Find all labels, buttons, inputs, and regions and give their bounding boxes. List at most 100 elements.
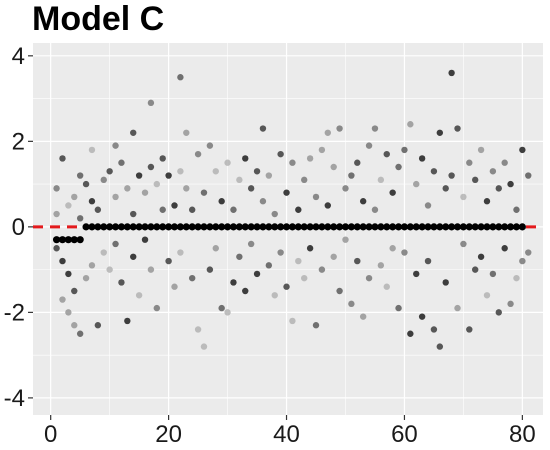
data-point <box>124 185 131 192</box>
data-point <box>424 202 432 209</box>
data-point <box>377 262 385 269</box>
data-point <box>471 176 479 184</box>
estimate-point <box>353 223 361 231</box>
data-point <box>59 296 66 303</box>
data-point <box>171 202 178 209</box>
data-point <box>495 185 502 192</box>
data-point <box>53 245 60 252</box>
data-point <box>365 274 373 282</box>
estimate-point <box>277 223 285 231</box>
estimate-point <box>377 223 385 231</box>
data-point <box>477 253 485 260</box>
data-point <box>354 159 361 166</box>
data-point <box>118 159 125 166</box>
data-point <box>289 317 296 325</box>
data-point <box>71 287 78 295</box>
estimate-point <box>206 223 214 231</box>
data-point <box>383 283 390 290</box>
estimate-point <box>170 223 179 231</box>
estimate-point <box>477 223 485 231</box>
data-point <box>88 146 96 154</box>
data-point <box>348 172 355 179</box>
estimate-point <box>412 223 420 231</box>
estimate-point <box>94 223 102 231</box>
data-point <box>489 168 497 175</box>
data-point <box>336 287 343 295</box>
data-point <box>82 180 90 188</box>
data-point <box>147 266 155 273</box>
estimate-point <box>341 223 350 231</box>
data-point <box>230 279 237 286</box>
estimate-point <box>117 223 126 231</box>
data-point <box>247 240 255 248</box>
data-point <box>454 125 461 132</box>
estimate-point <box>58 236 67 244</box>
data-point <box>218 198 225 205</box>
data-point <box>407 121 414 128</box>
estimate-point <box>518 223 526 231</box>
estimate-point <box>359 223 367 231</box>
estimate-point <box>501 223 509 231</box>
data-point <box>395 163 402 171</box>
y-tick-label: 2 <box>12 128 25 155</box>
data-point <box>200 343 208 350</box>
data-point <box>159 155 166 162</box>
y-tick-label: 0 <box>12 214 25 241</box>
estimate-point <box>188 223 196 231</box>
estimate-point <box>76 236 84 244</box>
data-point <box>448 69 455 77</box>
estimate-point <box>418 223 426 231</box>
estimate-point <box>218 223 226 231</box>
data-point <box>371 206 379 213</box>
data-point <box>118 279 125 286</box>
data-point <box>442 185 449 192</box>
estimate-point <box>147 223 155 231</box>
data-point <box>507 180 514 188</box>
data-point <box>513 274 520 282</box>
data-point <box>130 210 137 218</box>
data-point <box>413 270 420 278</box>
estimate-point <box>153 223 161 231</box>
estimate-point <box>495 223 503 231</box>
data-point <box>177 168 184 175</box>
data-point <box>365 142 373 149</box>
data-point <box>495 309 502 316</box>
data-point <box>218 304 225 312</box>
data-point <box>483 198 491 205</box>
data-point <box>395 304 402 312</box>
data-point <box>53 210 60 218</box>
data-point <box>135 292 143 299</box>
x-tick-label: 40 <box>273 421 300 448</box>
data-point <box>206 142 214 149</box>
data-point <box>88 198 96 205</box>
estimate-point <box>371 223 379 231</box>
estimate-point <box>141 223 149 231</box>
data-point <box>206 266 214 273</box>
data-point <box>342 185 349 192</box>
data-point <box>265 172 273 179</box>
data-point <box>477 146 485 154</box>
estimate-point <box>489 223 497 231</box>
data-point <box>212 168 219 175</box>
data-point <box>253 270 261 278</box>
data-point <box>106 266 113 273</box>
estimate-point <box>330 223 338 231</box>
data-point <box>224 309 231 316</box>
data-point <box>283 189 290 196</box>
data-point <box>383 150 390 158</box>
estimate-point <box>159 223 167 231</box>
estimate-point <box>442 223 450 231</box>
data-point <box>194 326 202 333</box>
estimate-point <box>165 223 173 231</box>
data-point <box>242 287 249 295</box>
data-point <box>171 283 178 290</box>
x-tick-label: 80 <box>509 421 536 448</box>
data-point <box>112 240 119 248</box>
data-point <box>295 257 302 265</box>
estimate-point <box>100 223 108 231</box>
data-point <box>318 266 326 273</box>
data-point <box>236 253 243 260</box>
data-point <box>82 274 90 282</box>
x-tick-label: 0 <box>44 421 57 448</box>
data-point <box>53 185 60 192</box>
